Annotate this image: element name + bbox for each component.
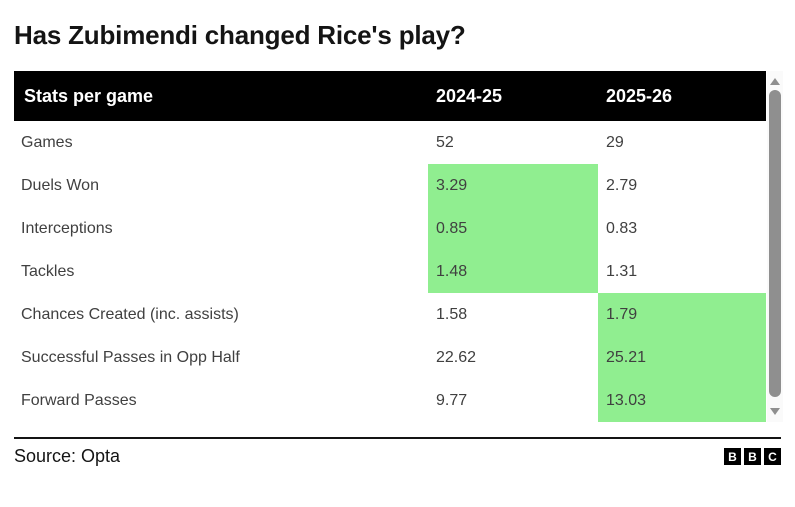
stat-value-2024-25: 1.48 — [428, 250, 598, 293]
scrollbar-thumb[interactable] — [769, 90, 781, 397]
stat-label: Interceptions — [21, 219, 113, 237]
stat-value-2025-26: 25.21 — [598, 336, 766, 379]
stat-value-2025-26: 2.79 — [606, 176, 638, 194]
header-season-2024-25: 2024-25 — [436, 85, 503, 106]
bbc-logo-letter: B — [724, 448, 741, 465]
table-row: Interceptions 0.85 0.83 — [14, 207, 766, 250]
bbc-logo-letter: B — [744, 448, 761, 465]
stat-value-2025-26: 13.03 — [598, 379, 766, 422]
stat-value-2025-26: 29 — [606, 133, 624, 151]
stat-value-2024-25: 22.62 — [436, 348, 477, 366]
stat-label: Forward Passes — [21, 391, 137, 409]
source-label: Source: Opta — [14, 446, 121, 466]
table-row: Successful Passes in Opp Half 22.62 25.2… — [14, 336, 766, 379]
stats-table: Stats per game 2024-25 2025-26 Games 52 … — [14, 71, 783, 422]
table-header-row: Stats per game 2024-25 2025-26 — [14, 71, 766, 121]
header-stat-label: Stats per game — [24, 85, 154, 106]
stat-value-2025-26: 1.31 — [606, 262, 638, 280]
stat-label: Successful Passes in Opp Half — [21, 348, 240, 366]
page-title: Has Zubimendi changed Rice's play? — [14, 20, 466, 50]
stat-value-2025-26: 1.79 — [598, 293, 766, 336]
stat-label: Duels Won — [21, 176, 99, 194]
stat-value-2024-25: 3.29 — [428, 164, 598, 207]
scroll-up-icon[interactable] — [770, 78, 780, 85]
bbc-logo: B B C — [724, 448, 781, 465]
stat-value-2024-25: 1.58 — [436, 305, 468, 323]
stat-label: Games — [21, 133, 73, 151]
table-row: Duels Won 3.29 2.79 — [14, 164, 766, 207]
stat-value-2024-25: 52 — [436, 133, 454, 151]
stat-label: Chances Created (inc. assists) — [21, 305, 239, 323]
table-scrollbar[interactable] — [767, 71, 783, 422]
bbc-logo-letter: C — [764, 448, 781, 465]
footer-divider — [14, 437, 781, 439]
table-row: Forward Passes 9.77 13.03 — [14, 379, 766, 422]
table-row: Games 52 29 — [14, 121, 766, 164]
table-row: Chances Created (inc. assists) 1.58 1.79 — [14, 293, 766, 336]
footer: Source: Opta B B C — [14, 446, 781, 467]
stat-value-2024-25: 9.77 — [436, 391, 468, 409]
table-row: Tackles 1.48 1.31 — [14, 250, 766, 293]
header-season-2025-26: 2025-26 — [606, 85, 673, 106]
stat-value-2025-26: 0.83 — [606, 219, 638, 237]
stat-value-2024-25: 0.85 — [428, 207, 598, 250]
stat-label: Tackles — [21, 262, 75, 280]
scroll-down-icon[interactable] — [770, 408, 780, 415]
